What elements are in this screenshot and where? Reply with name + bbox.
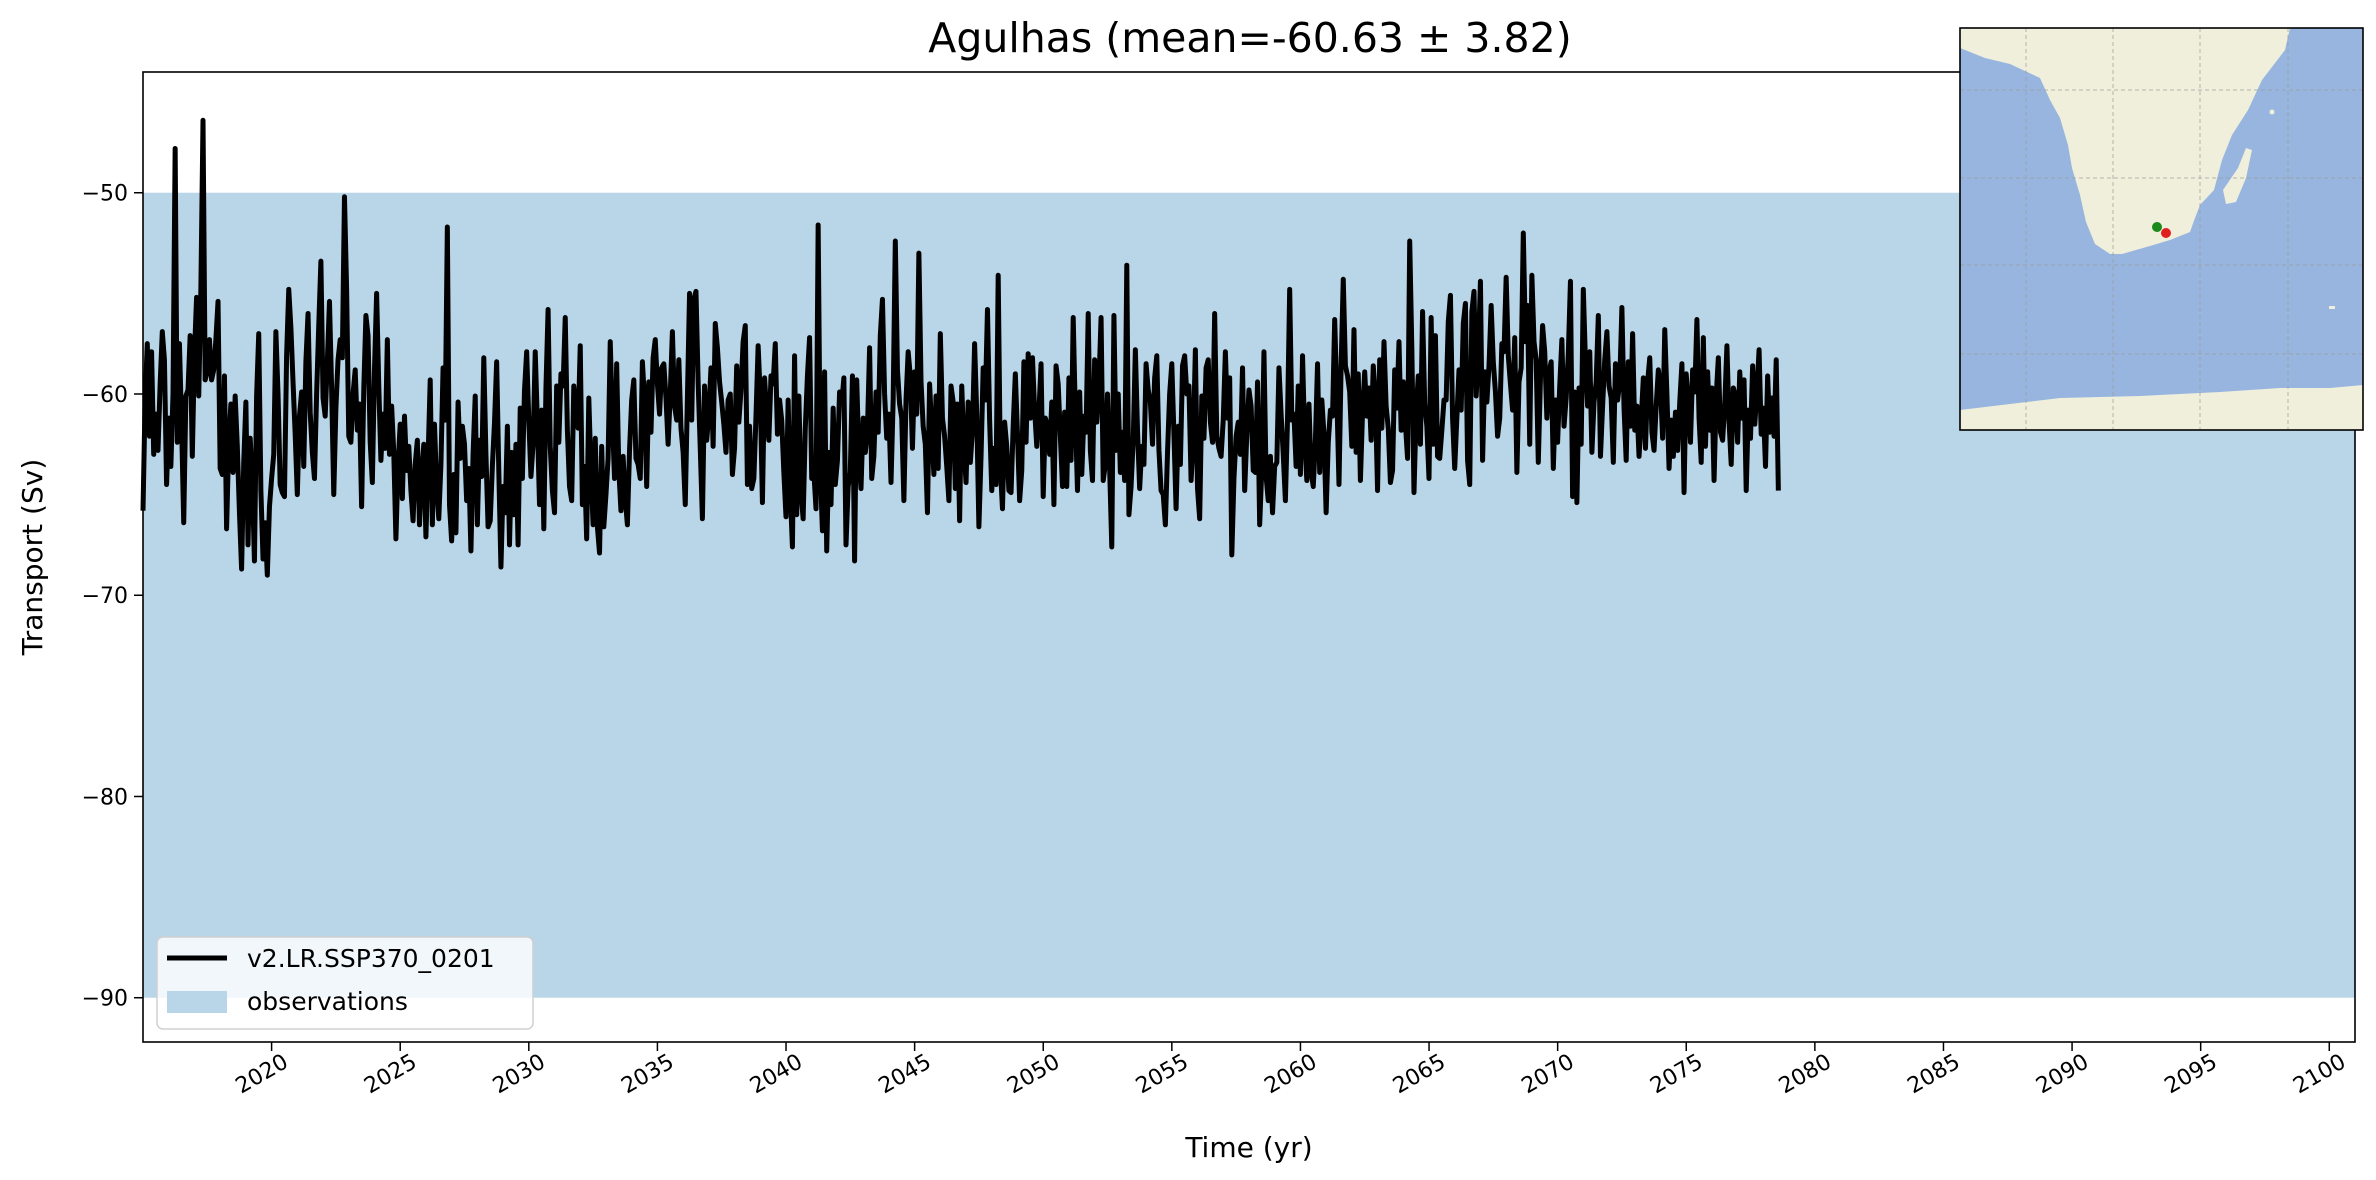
x-tick-label: 2080 bbox=[1775, 1050, 1836, 1100]
map-island bbox=[2269, 109, 2275, 115]
map-land-madagascar bbox=[2223, 148, 2252, 204]
inset-map bbox=[1959, 27, 2364, 431]
y-axis-label: Transport (Sv) bbox=[16, 459, 49, 656]
x-tick-label: 2055 bbox=[1132, 1050, 1193, 1100]
x-tick-label: 2070 bbox=[1518, 1050, 1579, 1100]
series-group bbox=[140, 117, 1781, 578]
x-tick-label: 2085 bbox=[1903, 1050, 1964, 1100]
y-tick-label: −60 bbox=[82, 383, 128, 408]
legend-label-observations: observations bbox=[247, 987, 408, 1016]
y-axis: −50 −60 −70 −80 −90 bbox=[82, 182, 143, 1012]
x-tick-label: 2060 bbox=[1260, 1050, 1321, 1100]
x-axis-label: Time (yr) bbox=[1184, 1131, 1312, 1164]
y-tick-label: −70 bbox=[82, 584, 128, 609]
y-tick-label: −50 bbox=[82, 182, 128, 207]
x-axis: 2020 2025 2030 2035 2040 2045 2050 2055 2060 2065… bbox=[232, 1042, 2350, 1100]
chart-title: Agulhas (mean=-60.63 ± 3.82) bbox=[928, 14, 1571, 62]
x-tick-label: 2050 bbox=[1003, 1050, 1064, 1100]
x-tick-label: 2020 bbox=[232, 1050, 293, 1100]
map-land-africa bbox=[1960, 28, 2290, 254]
inset-map-frame bbox=[1959, 27, 2364, 431]
legend: v2.LR.SSP370_0201 observations bbox=[156, 936, 534, 1030]
plot-frame bbox=[142, 71, 2356, 1043]
x-tick-label: 2035 bbox=[617, 1050, 678, 1100]
series-line-0 bbox=[140, 117, 1781, 578]
x-tick-label: 2040 bbox=[746, 1050, 807, 1100]
y-tick-label: −80 bbox=[82, 785, 128, 810]
y-tick-label: −90 bbox=[82, 987, 128, 1012]
legend-label-series: v2.LR.SSP370_0201 bbox=[247, 944, 495, 973]
x-tick-label: 2090 bbox=[2032, 1050, 2093, 1100]
map-marker-green bbox=[2152, 222, 2162, 232]
x-tick-label: 2100 bbox=[2289, 1050, 2350, 1100]
x-tick-label: 2030 bbox=[489, 1050, 550, 1100]
legend-box bbox=[156, 936, 534, 1030]
map-land-antarctica bbox=[1960, 385, 2363, 430]
x-tick-label: 2025 bbox=[360, 1050, 421, 1100]
map-island bbox=[2329, 306, 2335, 309]
map-marker-red bbox=[2161, 228, 2171, 238]
legend-swatch-observations bbox=[167, 991, 227, 1013]
x-tick-label: 2045 bbox=[875, 1050, 936, 1100]
map-gridlines bbox=[1960, 28, 2363, 430]
x-tick-label: 2065 bbox=[1389, 1050, 1450, 1100]
x-tick-label: 2095 bbox=[2161, 1050, 2222, 1100]
x-tick-label: 2075 bbox=[1646, 1050, 1707, 1100]
